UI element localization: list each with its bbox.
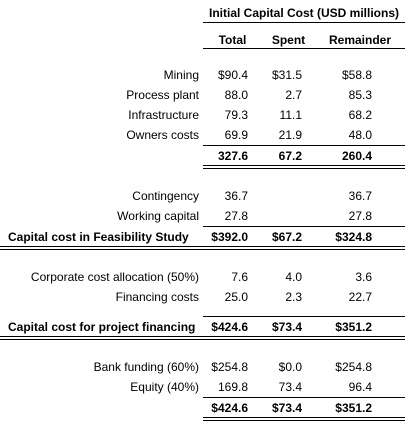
table-cell: 36.7 [348,189,372,203]
column-header: Remainder [328,33,392,47]
table-cell: $0.0 [278,360,302,374]
table-title: Initial Capital Cost (USD millions) [208,6,399,20]
table-cell: 27.8 [224,209,248,223]
table-cell: 2.7 [285,88,302,102]
row-label: Mining [163,68,199,82]
table-cell: $254.8 [335,360,372,374]
table-cell: $392.0 [211,230,248,244]
column-header: Spent [271,33,306,47]
table-cell: $73.4 [271,401,302,415]
row-label: Capital cost in Feasibility Study [8,230,189,244]
column-header-underline [203,48,405,49]
row-label: Equity (40%) [130,380,199,394]
row-label: Process plant [126,88,199,102]
table-cell: 79.3 [224,108,248,122]
project-total-rule [203,316,405,317]
fs-total-rule [203,226,405,227]
table-cell: 22.7 [348,290,372,304]
table-cell: $254.8 [211,360,248,374]
table-cell: 25.0 [224,290,248,304]
row-label: Bank funding (60%) [93,360,199,374]
row-label: Owners costs [126,128,199,142]
table-cell: $424.6 [211,401,248,415]
table-cell: $67.2 [271,230,302,244]
table-cell: $424.6 [211,320,248,334]
table-cell: 21.9 [278,128,302,142]
row-label: Corporate cost allocation (50%) [30,270,199,284]
table-cell: 85.3 [348,88,372,102]
table-cell: $351.2 [335,401,372,415]
funding-total-rule [203,397,405,398]
table-cell: 2.3 [285,290,302,304]
title-underline [203,22,405,23]
table-cell: $351.2 [335,320,372,334]
table-cell: $31.5 [271,68,302,82]
table-cell: 27.8 [348,209,372,223]
table-cell: 36.7 [224,189,248,203]
table-cell: 88.0 [224,88,248,102]
table-cell: $324.8 [335,230,372,244]
column-header: Total [218,33,247,47]
table-cell: $73.4 [271,320,302,334]
row-label: Infrastructure [128,108,199,122]
table-cell: 68.2 [348,108,372,122]
table-cell: 4.0 [285,270,302,284]
table-cell: $90.4 [217,68,248,82]
project-double-rule [0,336,405,340]
table-cell: 3.6 [355,270,372,284]
table-cell: 73.4 [278,380,302,394]
table-cell: 67.2 [278,149,302,163]
table-cell: $58.8 [341,68,372,82]
row-label: Capital cost for project financing [8,320,196,334]
table-cell: 11.1 [279,108,302,122]
table-cell: 7.6 [231,270,248,284]
table-cell: 48.0 [348,128,372,142]
fs-double-rule [0,246,405,250]
subtotal-rule [203,145,405,146]
table-cell: 260.4 [341,149,372,163]
table-cell: 69.9 [224,128,248,142]
subtotal-double-rule [203,165,405,169]
row-label: Financing costs [115,290,199,304]
table-cell: 327.6 [217,149,248,163]
row-label: Working capital [117,209,199,223]
table-cell: 169.8 [217,380,248,394]
table-cell: 96.4 [348,380,372,394]
row-label: Contingency [132,189,199,203]
funding-double-rule [203,417,405,421]
